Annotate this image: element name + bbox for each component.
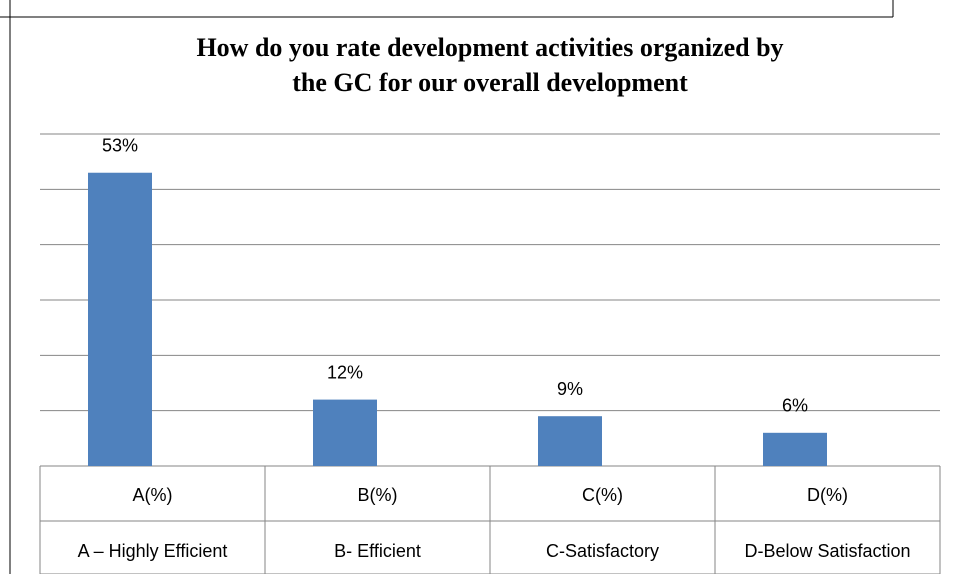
data-label: 9% [557, 379, 583, 399]
data-label: 53% [102, 135, 138, 155]
bar [313, 399, 377, 466]
x-tick-label: B(%) [358, 485, 398, 505]
x-tick-label: C(%) [582, 485, 623, 505]
x-tick-label: A(%) [133, 485, 173, 505]
x-tick-description: B- Efficient [334, 541, 421, 561]
data-label: 6% [782, 396, 808, 416]
bar [763, 432, 827, 466]
x-tick-description: C-Satisfactory [546, 541, 659, 561]
x-tick-description: D-Below Satisfaction [744, 541, 910, 561]
data-label: 12% [327, 362, 363, 382]
x-tick-description: A – Highly Efficient [78, 541, 228, 561]
chart-title: How do you rate development activities o… [196, 33, 783, 62]
x-tick-label: D(%) [807, 485, 848, 505]
bar [538, 416, 602, 466]
chart-title: the GC for our overall development [292, 68, 688, 97]
bar [88, 172, 152, 466]
